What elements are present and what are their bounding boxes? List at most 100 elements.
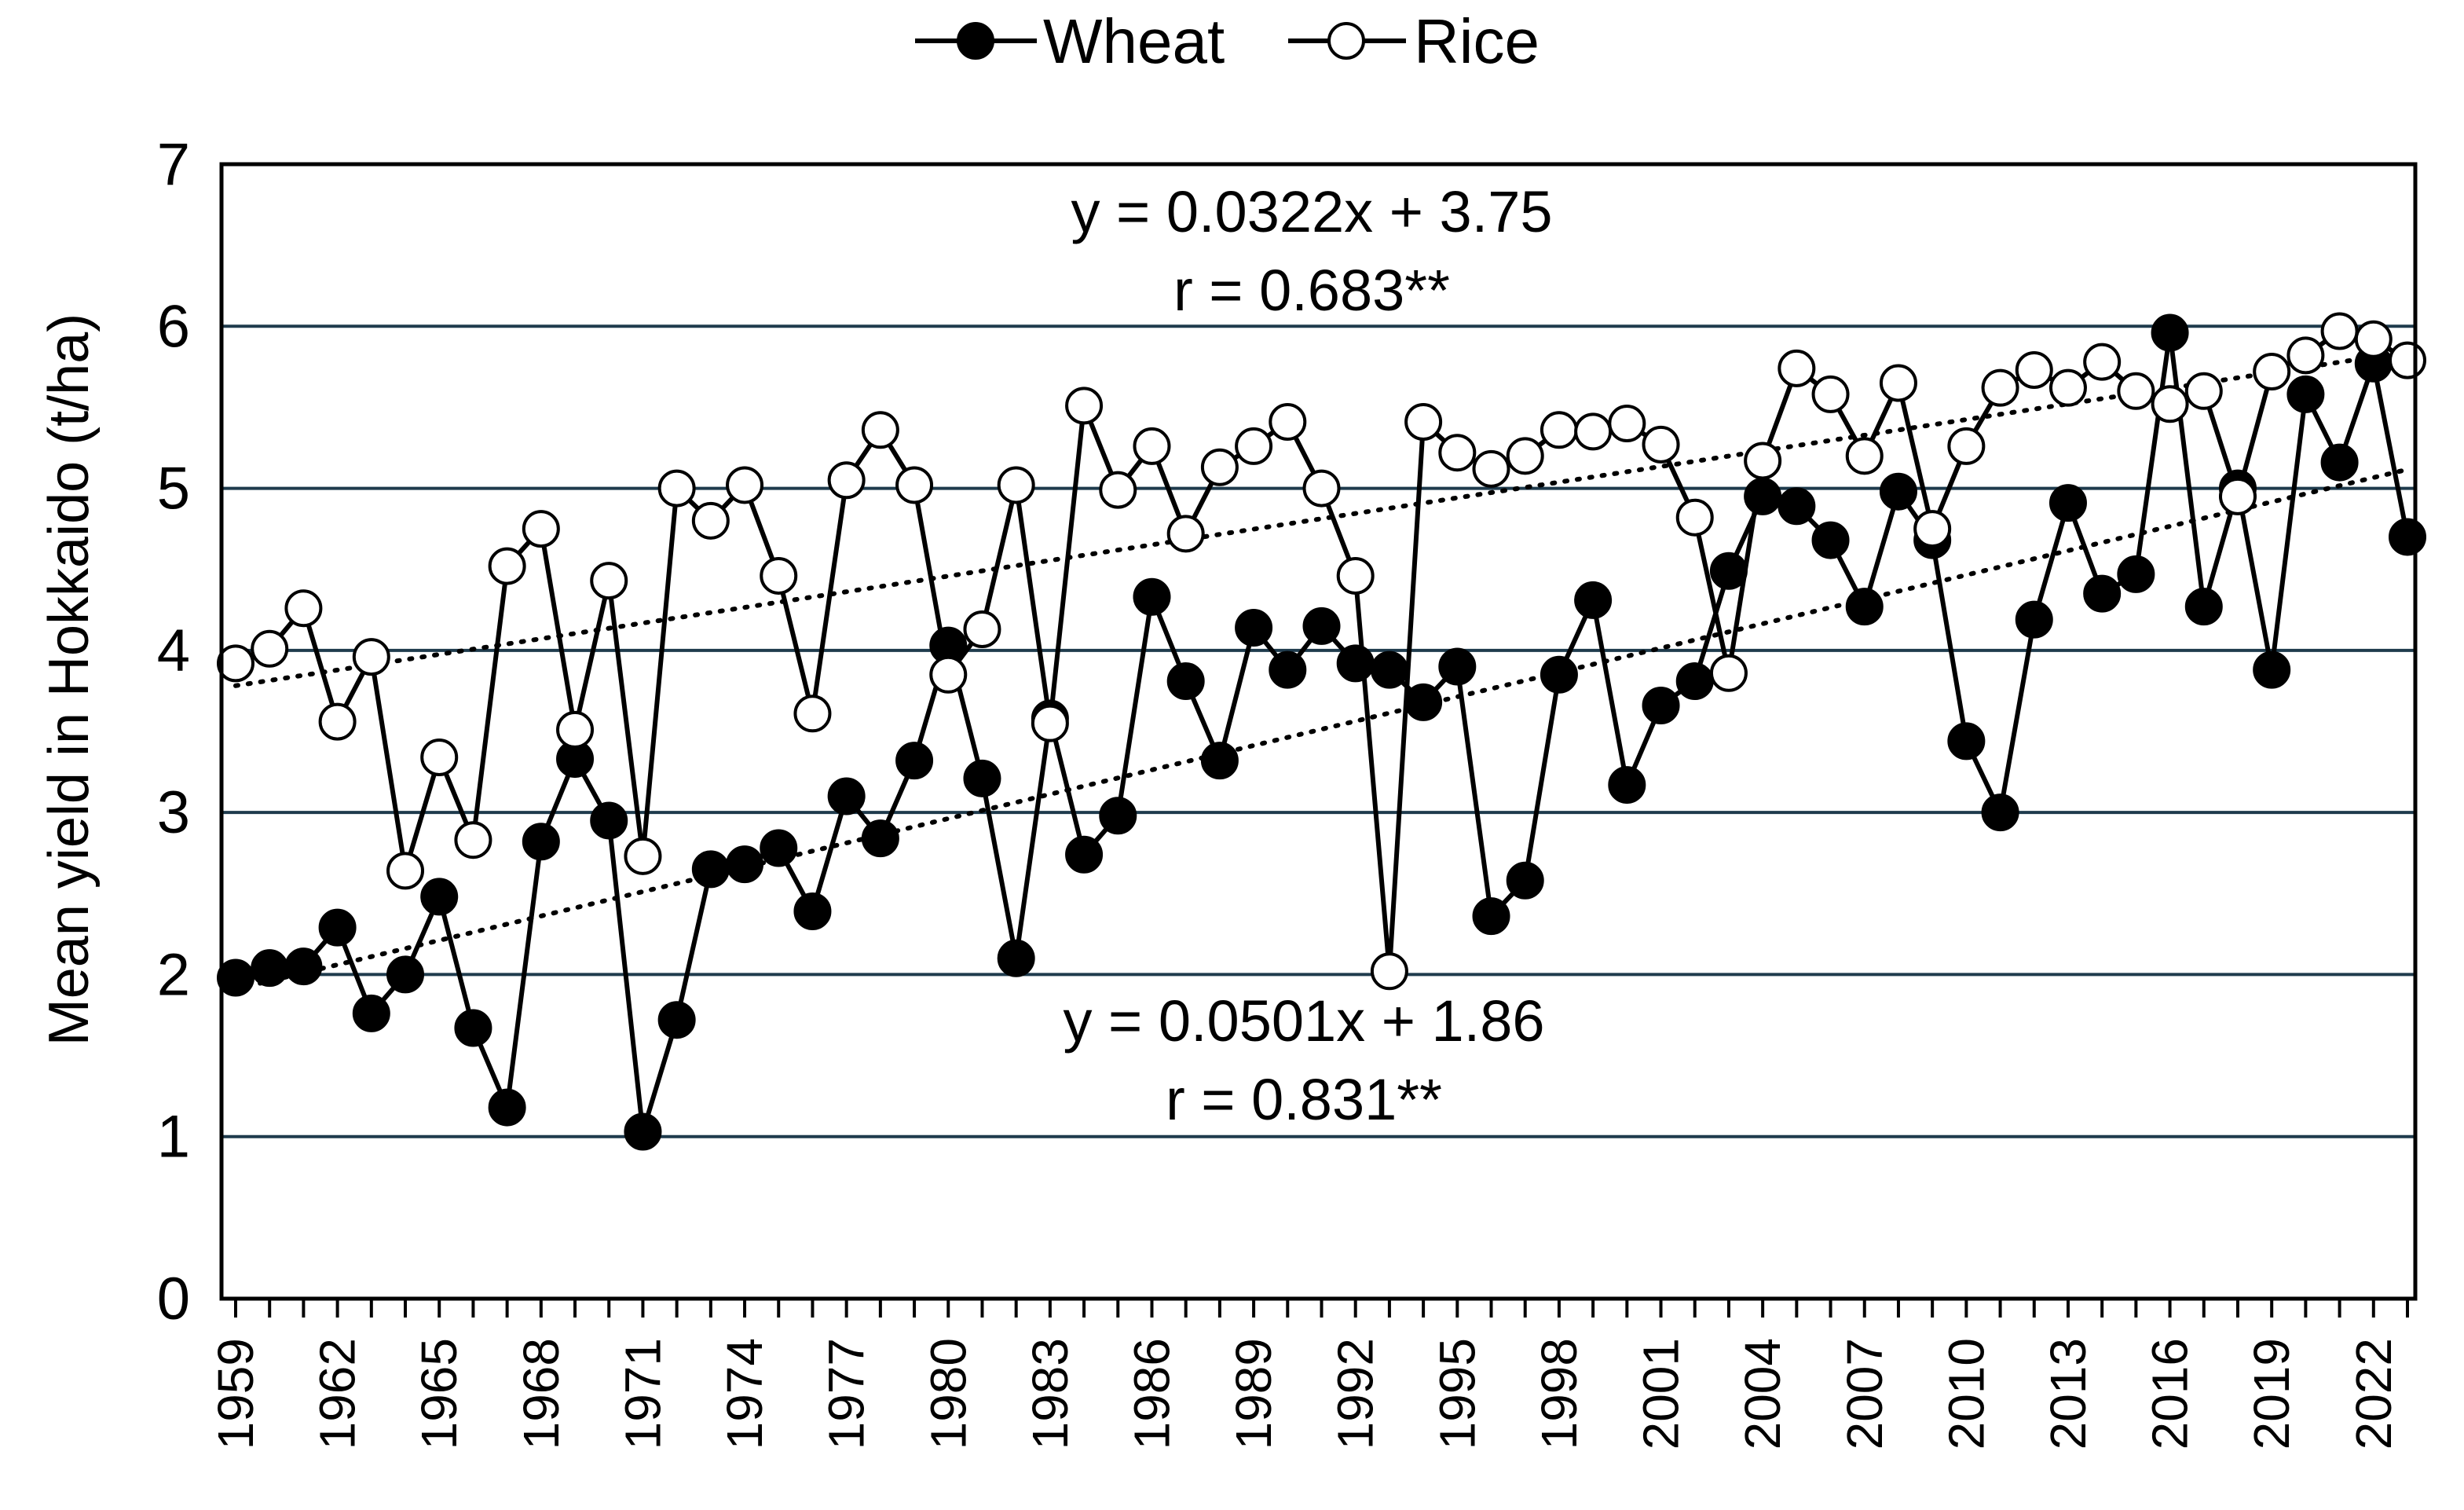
rice-point-1959 (217, 644, 254, 683)
wheat-point-1992 (1336, 644, 1375, 683)
rice-trend-r: r = 0.683** (1173, 258, 1450, 323)
markers (217, 312, 2426, 1151)
y-tick-label-7: 7 (157, 131, 190, 198)
rice-point-2021 (2320, 312, 2359, 350)
wheat-point-1972 (657, 1001, 696, 1039)
wheat-point-2002 (1675, 662, 1714, 701)
legend-rice-label: Rice (1414, 6, 1540, 76)
rice-point-1980 (929, 655, 968, 694)
wheat-point-1963 (352, 994, 390, 1032)
y-tick-label-6: 6 (157, 293, 190, 360)
x-tick-label-1971: 1971 (614, 1338, 671, 1450)
rice-point-1984 (1065, 387, 1104, 425)
rice-point-2023 (2389, 341, 2426, 379)
rice-point-2005 (1778, 349, 1816, 387)
rice-point-1975 (760, 556, 798, 595)
rice-point-1997 (1506, 437, 1544, 475)
wheat-point-1994 (1404, 683, 1443, 721)
rice-point-1973 (691, 501, 730, 540)
wheat-point-1975 (760, 829, 798, 867)
wheat-trend-annotation: y = 0.0501x + 1.86 r = 0.831** (1063, 988, 1544, 1132)
rice-point-1999 (1574, 412, 1613, 451)
wheat-point-1965 (420, 878, 459, 916)
x-tick-label-2001: 2001 (1633, 1338, 1690, 1450)
rice-point-1987 (1166, 515, 1205, 553)
rice-point-2002 (1675, 498, 1714, 537)
wheat-point-1973 (691, 850, 730, 889)
legend: Wheat Rice (915, 6, 1540, 76)
rice-point-1972 (657, 469, 696, 508)
wheat-point-2008 (1879, 472, 1917, 511)
rice-point-1964 (386, 852, 425, 890)
rice-point-1982 (997, 466, 1035, 504)
wheat-point-2015 (2117, 555, 2155, 593)
wheat-point-1966 (454, 1009, 492, 1047)
rice-point-2016 (2151, 385, 2189, 423)
rice-point-2004 (1744, 442, 1782, 480)
y-tick-label-5: 5 (157, 456, 190, 522)
x-tick-label-1977: 1977 (818, 1338, 875, 1450)
wheat-point-1991 (1302, 607, 1341, 645)
wheat-point-2010 (1947, 722, 1986, 760)
wheat-point-1979 (895, 742, 934, 780)
wheat-point-1996 (1472, 897, 1510, 936)
wheat-point-2021 (2320, 443, 2359, 482)
wheat-point-1962 (318, 908, 357, 947)
rice-trend-equation: y = 0.0322x + 3.75 (1071, 179, 1552, 244)
x-tick-label-1962: 1962 (309, 1338, 366, 1450)
x-tick-label-1983: 1983 (1022, 1338, 1078, 1450)
y-axis-title: Mean yield in Hokkaido (t/ha) (38, 313, 101, 1046)
x-tick-label-2016: 2016 (2142, 1338, 2199, 1450)
rice-point-2007 (1845, 437, 1884, 475)
x-tick-label-2007: 2007 (1836, 1338, 1893, 1450)
rice-point-2012 (2015, 350, 2053, 389)
wheat-point-2005 (1778, 487, 1816, 526)
plot-frame (219, 162, 2418, 1301)
rice-point-1978 (861, 411, 899, 449)
rice-point-1992 (1336, 556, 1375, 595)
y-tick-label-1: 1 (157, 1104, 190, 1171)
wheat-trend-r: r = 0.831** (1166, 1067, 1442, 1132)
x-tick-label-2004: 2004 (1734, 1338, 1791, 1450)
wheat-point-1984 (1065, 835, 1104, 874)
rice-point-1967 (488, 547, 526, 585)
rice-point-2006 (1811, 375, 1850, 413)
wheat-point-1987 (1166, 662, 1205, 701)
wheat-point-2011 (1981, 793, 2019, 832)
x-tick-label-1995: 1995 (1429, 1338, 1485, 1450)
wheat-point-2006 (1811, 521, 1850, 559)
legend-wheat-marker (957, 22, 994, 60)
wheat-point-1977 (827, 777, 866, 815)
rice-point-1969 (556, 710, 595, 749)
rice-point-2011 (1981, 368, 2019, 407)
x-tick-label-1980: 1980 (920, 1338, 976, 1450)
rice-point-1994 (1404, 402, 1443, 441)
wheat-point-1985 (1099, 797, 1137, 835)
wheat-point-2000 (1608, 766, 1646, 804)
wheat-point-1999 (1574, 581, 1613, 619)
wheat-point-2013 (2048, 484, 2087, 522)
rice-point-1979 (895, 466, 934, 504)
y-tick-label-0: 0 (157, 1266, 190, 1332)
rice-point-1983 (1031, 704, 1069, 742)
rice-point-1962 (318, 702, 357, 741)
rice-point-1988 (1200, 448, 1239, 486)
rice-point-1990 (1269, 402, 1307, 441)
rice-point-1981 (963, 610, 1001, 649)
rice-point-2009 (1913, 510, 1952, 548)
rice-point-2001 (1642, 425, 1680, 464)
wheat-point-1995 (1438, 647, 1477, 686)
y-tick-label-2: 2 (157, 941, 190, 1008)
wheat-point-2007 (1845, 588, 1884, 626)
rice-point-1998 (1540, 411, 1578, 449)
wheat-point-1993 (1370, 651, 1408, 689)
wheat-point-1967 (488, 1088, 526, 1127)
rice-point-1965 (420, 739, 459, 777)
rice-point-2015 (2117, 372, 2155, 410)
rice-point-1993 (1370, 952, 1408, 991)
wheat-point-2016 (2151, 313, 2189, 352)
x-tick-label-1959: 1959 (207, 1338, 264, 1450)
trendline-wheat (233, 467, 2410, 991)
x-ticks: 1959 1962 1965 1968 1971 1974 1977 1980 1983 1986… (207, 1299, 2409, 1450)
